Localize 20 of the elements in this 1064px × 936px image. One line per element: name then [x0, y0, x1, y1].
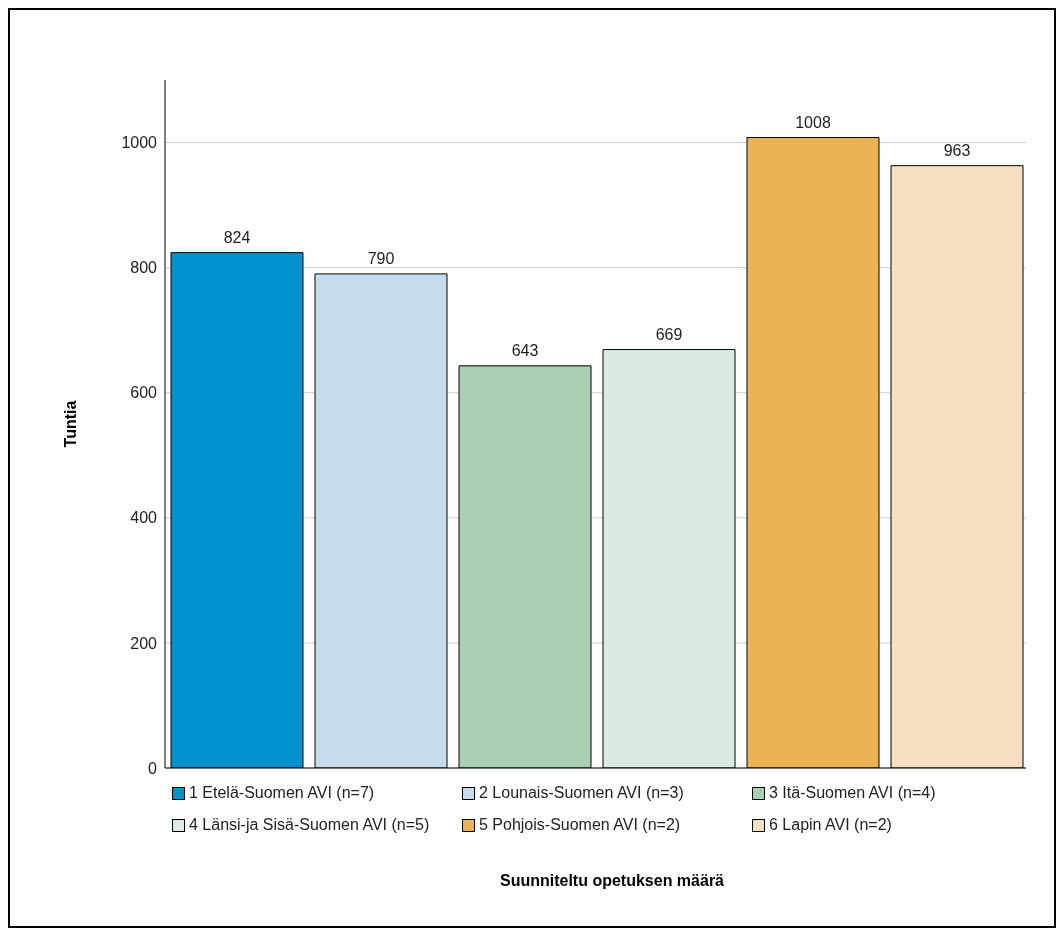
legend-label: 3 Itä-Suomen AVI (n=4)	[769, 784, 936, 802]
data-label: 963	[943, 141, 971, 159]
y-tick-label: 800	[130, 259, 158, 277]
y-tick-label: 400	[130, 509, 158, 527]
legend-label: 4 Länsi-ja Sisä-Suomen AVI (n=5)	[189, 816, 430, 834]
legend-label: 2 Lounais-Suomen AVI (n=3)	[479, 784, 684, 802]
data-label: 669	[655, 325, 683, 343]
data-label: 790	[367, 249, 395, 267]
legend-label: 1 Etelä-Suomen AVI (n=7)	[189, 784, 375, 802]
y-axis-title: Tuntia	[61, 400, 79, 448]
y-tick-label: 0	[148, 759, 158, 777]
data-label: 1008	[795, 113, 831, 131]
legend-label: 6 Lapin AVI (n=2)	[769, 816, 892, 834]
y-tick-label: 1000	[121, 134, 158, 152]
legend-label: 5 Pohjois-Suomen AVI (n=2)	[479, 816, 681, 834]
y-tick-label: 600	[130, 384, 158, 402]
data-label: 824	[223, 228, 251, 246]
y-tick-label: 200	[130, 634, 158, 652]
data-label: 643	[511, 341, 539, 359]
text: Suunniteltu opetuksen määrä	[498, 872, 725, 890]
